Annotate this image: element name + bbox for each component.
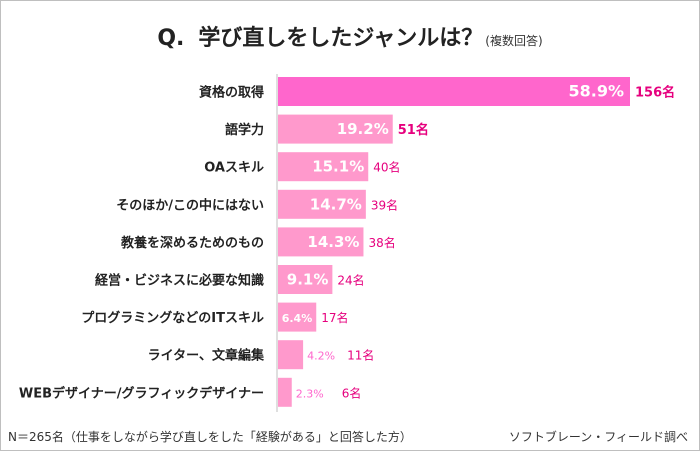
count-label: 6名 [342, 385, 362, 400]
count-labels: 156名 51名 40名 39名 38名 24名 17名 11名 6名 [321, 85, 675, 401]
category-label: 資格の取得 [199, 85, 264, 101]
value-label: 14.7% [310, 195, 362, 213]
value-label: 6.4% [282, 312, 313, 325]
sample-note: N＝265名（仕事をしながら学び直しをした「経験がある」と回答した方） [8, 430, 412, 444]
value-label: 2.3% [296, 387, 324, 400]
count-label: 11名 [347, 348, 374, 363]
bar [278, 377, 292, 407]
count-label: 39名 [371, 197, 398, 212]
title-sub: (複数回答) [485, 34, 543, 48]
value-label: 4.2% [307, 350, 335, 363]
bar [278, 302, 317, 332]
value-label: 58.9% [568, 82, 624, 101]
value-label: 15.1% [312, 158, 364, 176]
count-label: 156名 [635, 85, 675, 101]
count-label: 51名 [398, 122, 429, 138]
title-main: 学び直しをしたジャンルは？ [198, 26, 484, 51]
category-label: そのほか/この中にはない [116, 197, 264, 213]
count-label: 40名 [373, 160, 400, 175]
category-label: 語学力 [225, 122, 264, 138]
count-label: 24名 [337, 273, 364, 288]
value-label: 19.2% [337, 120, 389, 138]
category-label: ライター、文章編集 [148, 348, 265, 364]
category-label: プログラミングなどのITスキル [81, 310, 264, 326]
bar [278, 189, 366, 219]
category-label: 教養を深めるためのもの [120, 235, 264, 251]
bar [278, 152, 369, 182]
category-label: 経営・ビジネスに必要な知識 [95, 273, 264, 289]
bar [278, 265, 333, 294]
category-label: OAスキル [204, 161, 264, 176]
bars [278, 77, 630, 407]
count-label: 38名 [368, 235, 395, 250]
bar [278, 77, 630, 106]
value-label: 9.1% [287, 271, 329, 289]
category-label: WEBデザイナー/グラフィックデザイナー [19, 385, 264, 401]
chart-title: Q. 学び直しをしたジャンルは？ (複数回答) [0, 20, 700, 52]
bar [278, 114, 393, 144]
value-label: 14.3% [307, 233, 359, 251]
source-note: ソフトブレーン・フィールド調べ [508, 430, 688, 444]
title-q: Q. [157, 26, 185, 51]
value-labels: 58.9% 19.2% 15.1% 14.7% 14.3% 9.1% 6.4% 4.2% 2.3… [282, 82, 624, 401]
bar [278, 227, 364, 257]
bar [278, 340, 304, 370]
count-label: 17名 [321, 310, 348, 325]
